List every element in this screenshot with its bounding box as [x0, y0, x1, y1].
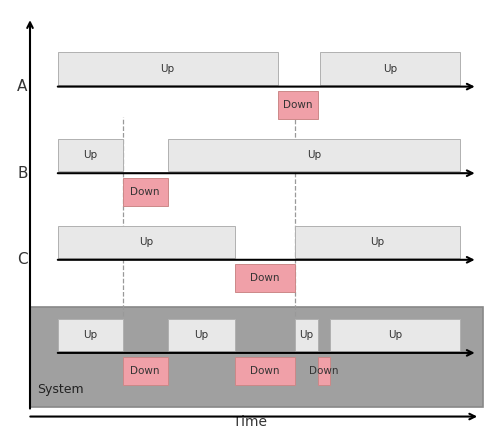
Bar: [58, 52, 278, 85]
Bar: [58, 139, 122, 171]
Text: Up: Up: [83, 330, 97, 340]
Bar: [30, 307, 482, 407]
Bar: [122, 178, 168, 206]
Bar: [318, 357, 330, 385]
Text: B: B: [17, 166, 28, 181]
Text: Up: Up: [139, 237, 154, 247]
Text: Down: Down: [283, 100, 312, 110]
Bar: [235, 264, 295, 292]
Text: Down: Down: [130, 366, 160, 376]
Bar: [168, 139, 460, 171]
Text: Up: Up: [383, 64, 397, 74]
Bar: [58, 319, 122, 351]
Text: Up: Up: [83, 150, 97, 160]
Text: Up: Up: [370, 237, 384, 247]
Bar: [122, 357, 168, 385]
Text: A: A: [18, 79, 28, 94]
Bar: [235, 357, 295, 385]
Text: C: C: [17, 252, 28, 267]
Text: Down: Down: [130, 187, 160, 197]
Text: Up: Up: [299, 330, 314, 340]
Text: Down: Down: [309, 366, 338, 376]
Bar: [330, 319, 460, 351]
Text: Up: Up: [194, 330, 208, 340]
Bar: [168, 319, 235, 351]
Text: Up: Up: [306, 150, 321, 160]
Text: Down: Down: [250, 273, 280, 283]
Bar: [295, 226, 460, 258]
Text: System: System: [38, 383, 84, 396]
Text: Up: Up: [388, 330, 402, 340]
Bar: [295, 319, 318, 351]
Bar: [58, 226, 235, 258]
Text: Time: Time: [233, 415, 267, 429]
Bar: [320, 52, 460, 85]
Text: Down: Down: [250, 366, 280, 376]
Text: Up: Up: [160, 64, 174, 74]
Bar: [278, 91, 318, 119]
